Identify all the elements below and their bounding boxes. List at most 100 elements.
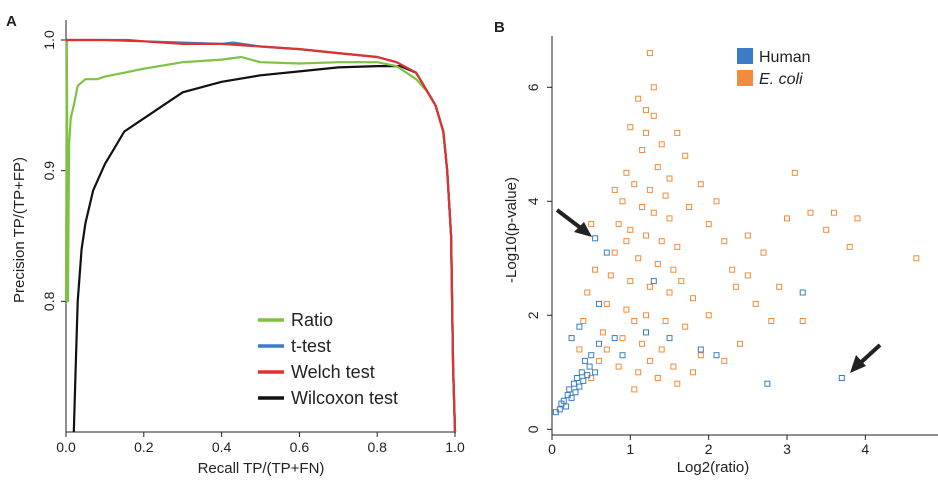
scatter-point-ecoli — [658, 238, 665, 245]
scatter-point-ecoli — [752, 300, 759, 307]
scatter-point-human — [580, 377, 587, 384]
panel-b-legend: Human E. coli — [737, 48, 811, 88]
scatter-point-ecoli — [650, 209, 657, 216]
panel-a-y-axis-label: Precision TP/(TP+FP) — [11, 157, 28, 303]
scatter-point-ecoli — [650, 112, 657, 119]
scatter-point-human — [576, 383, 583, 390]
scatter-point-human — [556, 406, 563, 413]
scatter-point-ecoli — [576, 346, 583, 353]
scatter-point-ecoli — [654, 375, 661, 381]
scatter-point-human — [581, 357, 588, 364]
y-tick-label: 0.8 — [41, 291, 57, 311]
legend-label: Welch test — [291, 362, 375, 382]
scatter-point-ecoli — [619, 335, 626, 342]
scatter-point-ecoli — [623, 238, 630, 245]
scatter-point-ecoli — [666, 175, 673, 182]
scatter-point-ecoli — [639, 147, 646, 153]
scatter-point-ecoli — [635, 95, 642, 102]
legend-label: Human — [759, 49, 811, 66]
scatter-point-ecoli — [619, 198, 626, 205]
scatter-point-ecoli — [768, 318, 775, 324]
panel-b-arrows — [555, 208, 882, 373]
y-tick-label: 0 — [525, 425, 541, 433]
scatter-point-ecoli — [658, 141, 665, 148]
scatter-point-human — [568, 335, 575, 342]
scatter-point-ecoli — [631, 386, 638, 393]
scatter-point-ecoli — [733, 283, 740, 290]
scatter-point-ecoli — [631, 181, 638, 188]
scatter-point-ecoli — [846, 243, 853, 250]
scatter-point-ecoli — [831, 209, 837, 216]
panel-a: A 0.0 0.2 0.4 0.6 0.8 1.0 0.8 0.9 1.0 Recall TP/… — [6, 13, 465, 477]
scatter-point-ecoli — [744, 232, 751, 239]
scatter-point-ecoli — [646, 50, 653, 57]
scatter-point-human — [576, 323, 583, 330]
scatter-point-ecoli — [705, 312, 712, 319]
scatter-point-ecoli — [666, 215, 673, 222]
scatter-point-ecoli — [639, 204, 646, 210]
x-tick-label: 0.2 — [134, 439, 154, 455]
scatter-point-human — [560, 397, 567, 404]
scatter-point-human — [619, 352, 626, 359]
scatter-point-ecoli — [639, 340, 646, 347]
scatter-point-ecoli — [705, 221, 712, 228]
panel-a-legend: Ratio t-test Welch test Wilcoxon test — [258, 310, 398, 408]
scatter-point-ecoli — [674, 380, 681, 387]
scatter-point-human — [697, 346, 704, 353]
scatter-point-human — [584, 372, 591, 379]
scatter-point-ecoli — [721, 238, 728, 245]
scatter-point-human — [586, 363, 593, 370]
x-tick-label: 4 — [861, 441, 869, 457]
scatter-point-human — [611, 335, 618, 342]
scatter-point-ecoli — [635, 255, 642, 262]
panel-b-ticks: 0 1 2 3 4 0 2 4 6 — [525, 83, 869, 457]
scatter-point-ecoli — [623, 169, 630, 176]
scatter-point-human — [572, 389, 579, 396]
legend-swatch — [737, 48, 753, 64]
panel-a-axes — [65, 20, 456, 433]
y-tick-label: 4 — [525, 197, 541, 205]
scatter-point-ecoli — [670, 363, 677, 370]
scatter-point-ecoli — [807, 209, 814, 216]
scatter-point-ecoli — [615, 363, 622, 370]
scatter-point-human — [592, 369, 599, 376]
panel-b-x-axis-label: Log2(ratio) — [677, 459, 750, 476]
scatter-point-ecoli — [611, 249, 618, 256]
scatter-point-human — [563, 403, 570, 410]
scatter-point-human — [713, 352, 720, 359]
scatter-point-ecoli — [697, 181, 704, 188]
panel-b-axes — [551, 36, 938, 436]
scatter-point-ecoli — [635, 369, 642, 376]
scatter-point-ecoli — [596, 357, 602, 364]
scatter-point-human — [578, 369, 585, 376]
scatter-point-ecoli — [713, 198, 720, 205]
scatter-point-ecoli — [631, 318, 638, 324]
legend-label: E. coli — [759, 71, 803, 88]
scatter-point-ecoli — [615, 221, 622, 228]
y-tick-label: 6 — [525, 83, 541, 91]
panel-a-ticks: 0.0 0.2 0.4 0.6 0.8 1.0 0.8 0.9 1.0 — [41, 30, 465, 455]
scatter-point-ecoli — [662, 192, 669, 199]
scatter-point-ecoli — [646, 357, 653, 364]
scatter-point-ecoli — [646, 186, 653, 193]
scatter-point-ecoli — [823, 226, 830, 233]
scatter-point-ecoli — [682, 152, 689, 159]
scatter-point-human — [588, 352, 595, 359]
scatter-point-human — [592, 235, 599, 242]
scatter-point-ecoli — [599, 329, 606, 336]
x-tick-label: 0 — [548, 441, 556, 457]
scatter-point-ecoli — [662, 318, 669, 324]
x-tick-label: 1.0 — [445, 439, 465, 455]
scatter-point-human — [568, 394, 575, 401]
scatter-point-ecoli — [654, 261, 661, 267]
scatter-point-ecoli — [643, 312, 649, 319]
scatter-point-ecoli — [643, 232, 649, 239]
scatter-point-ecoli — [643, 129, 649, 136]
y-tick-label: 1.0 — [41, 30, 57, 50]
scatter-point-ecoli — [686, 204, 693, 210]
scatter-point-ecoli — [674, 129, 681, 136]
scatter-point-human — [650, 278, 657, 285]
scatter-point-human — [596, 340, 602, 347]
scatter-point-ecoli — [627, 226, 634, 233]
